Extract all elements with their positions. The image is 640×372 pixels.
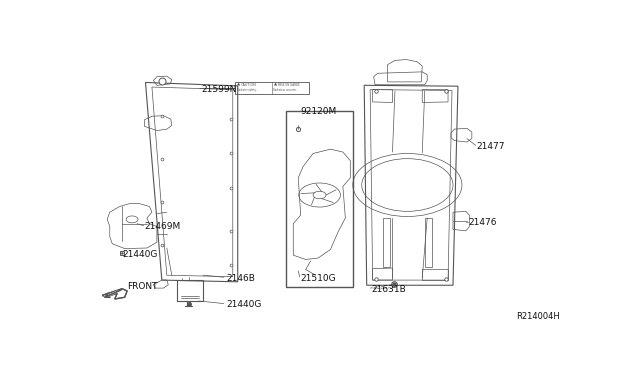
Text: ▲: ▲ (274, 83, 277, 87)
Text: 2146B: 2146B (227, 273, 255, 283)
Text: 21599N: 21599N (202, 84, 237, 93)
Text: ▲: ▲ (237, 83, 241, 87)
Text: 21477: 21477 (477, 142, 506, 151)
Text: FRONT: FRONT (127, 282, 157, 291)
Text: 21476: 21476 (468, 218, 497, 227)
Text: R214004H: R214004H (516, 312, 560, 321)
Text: 21510G: 21510G (301, 273, 337, 283)
Text: 92120M: 92120M (301, 108, 337, 116)
Text: 21440G: 21440G (227, 300, 262, 309)
Text: CAUTION: CAUTION (241, 83, 257, 87)
Text: 21631B: 21631B (372, 285, 406, 294)
Text: 21440G: 21440G (122, 250, 157, 259)
Text: Radiator safety...: Radiator safety... (237, 89, 258, 93)
Text: Radiateur securite...: Radiateur securite... (273, 89, 299, 93)
Text: MISE EN GARDE: MISE EN GARDE (278, 83, 300, 87)
Text: 21469M: 21469M (145, 222, 180, 231)
Polygon shape (102, 289, 127, 299)
